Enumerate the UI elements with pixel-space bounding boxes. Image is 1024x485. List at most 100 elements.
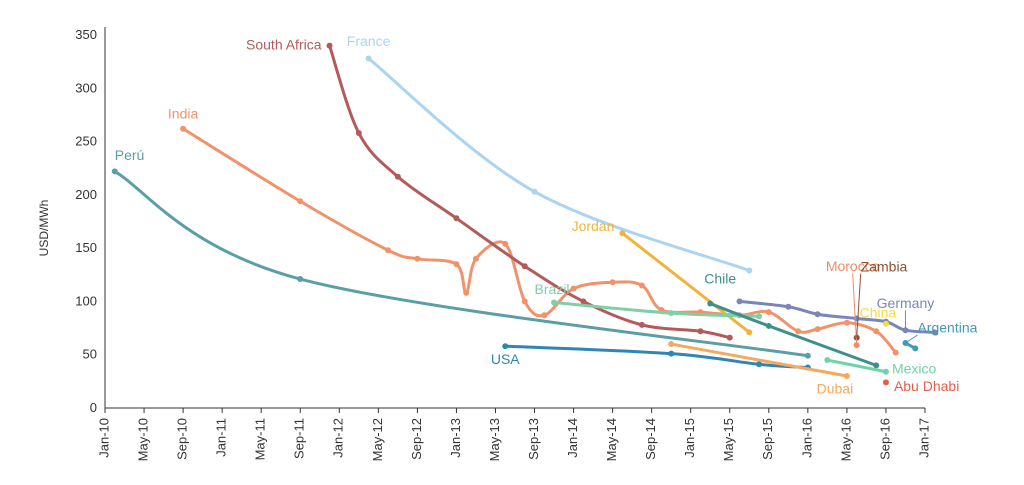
data-point — [365, 55, 372, 62]
x-tick-label: Jan-12 — [331, 418, 346, 458]
x-tick-label: May-11 — [253, 418, 268, 460]
data-point — [795, 328, 802, 335]
x-tick-label: Jan-13 — [448, 418, 463, 458]
x-tick-label: May-12 — [370, 418, 385, 461]
data-point — [326, 42, 333, 49]
data-point — [726, 334, 733, 341]
y-tick-label: 150 — [75, 240, 97, 255]
data-point — [931, 329, 938, 336]
series-label-mexico: Mexico — [892, 360, 937, 376]
data-point — [843, 373, 850, 380]
data-point — [453, 215, 460, 222]
series-south-africa — [326, 42, 733, 341]
series-layer — [111, 42, 938, 386]
series-chile — [707, 300, 880, 369]
series-usa — [502, 343, 811, 371]
data-point — [814, 326, 821, 333]
x-tick-label: May-10 — [135, 418, 150, 461]
y-axis-title: USD/MWh — [37, 200, 51, 257]
x-tick-label: Jan-17 — [916, 418, 931, 458]
series-line — [708, 302, 878, 367]
series-label-jordan: Jordan — [572, 218, 615, 234]
series-label-france: France — [347, 33, 391, 49]
data-point — [843, 319, 850, 326]
data-point — [707, 300, 714, 307]
data-point — [873, 328, 880, 335]
data-point — [453, 261, 460, 268]
series-abu-dhabi — [882, 379, 889, 386]
data-point — [882, 368, 889, 375]
x-axis: Jan-10 May-10 Sep-10 Jan-11 May-11 Sep-11 Jan-… — [96, 407, 931, 461]
y-tick-label: 50 — [83, 347, 97, 362]
data-point — [892, 349, 899, 356]
series-label-germany: Germany — [877, 295, 935, 311]
x-tick-label: May-15 — [721, 418, 736, 461]
data-point — [180, 125, 187, 132]
series-line — [825, 358, 888, 374]
x-tick-label: Sep-12 — [409, 418, 424, 460]
data-point — [785, 303, 792, 310]
data-point — [765, 322, 772, 329]
series-peru — [111, 168, 811, 359]
series-mexico — [824, 357, 889, 375]
x-tick-label: May-13 — [487, 418, 502, 461]
data-point — [297, 198, 304, 205]
data-point — [531, 188, 538, 195]
series-line — [503, 344, 810, 370]
label-leader-line — [856, 273, 862, 338]
y-tick-label: 250 — [75, 134, 97, 149]
x-tick-label: Sep-10 — [175, 418, 190, 460]
label-leader-line — [905, 334, 918, 344]
data-point — [765, 309, 772, 316]
series-jordan — [619, 230, 753, 336]
x-tick-label: Sep-15 — [760, 418, 775, 460]
series-label-brazil: Brazil — [535, 281, 570, 297]
data-point — [297, 276, 304, 283]
data-point — [814, 311, 821, 318]
data-point — [804, 352, 811, 359]
x-tick-label: May-16 — [838, 418, 853, 461]
data-point — [697, 328, 704, 335]
series-label-south-africa: South Africa — [246, 36, 322, 52]
data-point — [638, 282, 645, 289]
data-point — [746, 267, 753, 274]
series-dubai — [668, 341, 850, 380]
data-point — [463, 289, 470, 296]
x-tick-label: Jan-16 — [799, 418, 814, 458]
data-point — [756, 313, 763, 320]
series-line — [620, 231, 751, 334]
data-point — [912, 345, 919, 352]
series-france — [365, 55, 753, 274]
data-point — [394, 173, 401, 180]
data-point — [570, 285, 577, 292]
data-point — [668, 350, 675, 357]
data-point — [551, 299, 558, 306]
data-point — [638, 321, 645, 328]
x-tick-label: Sep-11 — [292, 418, 307, 459]
series-line — [669, 342, 849, 378]
series-line — [367, 56, 751, 273]
x-tick-label: Jan-10 — [96, 418, 111, 458]
series-line — [328, 44, 732, 340]
data-point — [873, 362, 880, 369]
series-label-morocco: Morocco — [826, 258, 880, 274]
series-label-china: China — [860, 305, 897, 321]
y-tick-label: 350 — [75, 27, 97, 42]
data-point — [668, 341, 675, 348]
data-point — [756, 361, 763, 368]
data-point — [736, 298, 743, 305]
x-tick-label: Jan-15 — [682, 418, 697, 458]
data-point — [414, 255, 421, 262]
y-tick-label: 100 — [75, 293, 97, 308]
data-point — [668, 310, 675, 317]
series-china — [882, 320, 889, 327]
x-tick-label: Sep-13 — [526, 418, 541, 460]
data-point — [521, 263, 528, 270]
data-point — [472, 255, 479, 262]
data-point — [609, 279, 616, 286]
series-line — [113, 169, 810, 358]
series-label-zambia: Zambia — [861, 258, 908, 274]
y-tick-label: 300 — [75, 80, 97, 95]
series-label-india: India — [168, 105, 199, 121]
